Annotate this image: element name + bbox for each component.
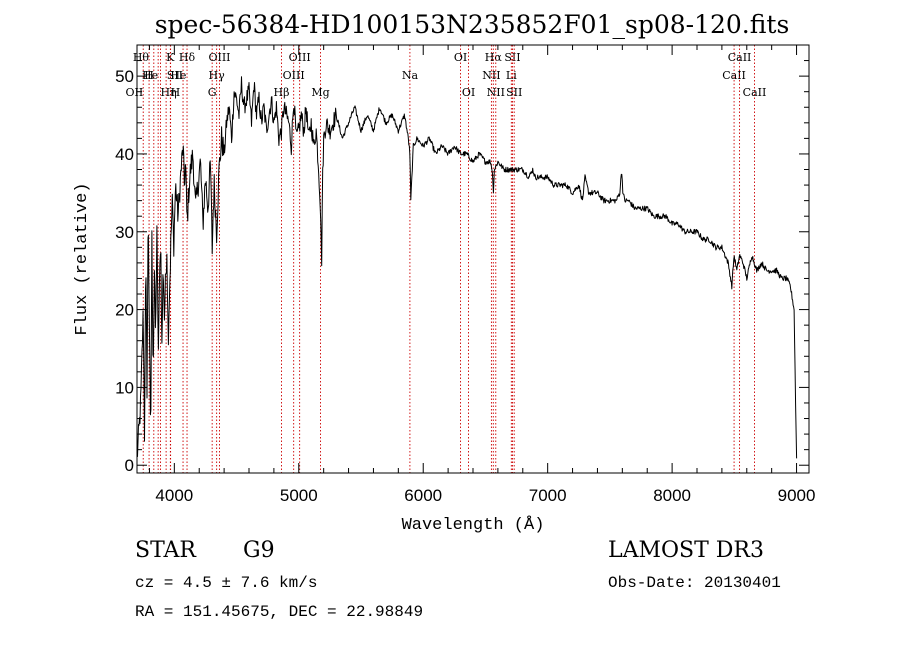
x-axis-label: Wavelength (Å) [402, 516, 545, 535]
spectrum-line-0 [136, 76, 798, 459]
y-tick-label: 10 [115, 378, 134, 397]
x-tick-label: 4000 [155, 486, 193, 505]
y-tick-label: 30 [115, 223, 134, 242]
y-tick-label: 0 [125, 456, 134, 475]
x-tick-label: 7000 [529, 486, 567, 505]
line-label-13: Hβ [274, 86, 290, 99]
line-label-27: CaII [728, 51, 752, 64]
x-tick-label: 5000 [280, 486, 318, 505]
line-label-10: G [208, 86, 217, 99]
line-label-23: Li [506, 69, 517, 82]
y-tick-label: 50 [115, 67, 134, 86]
object-class: STAR [135, 538, 196, 563]
line-label-9: Hδ [179, 51, 196, 64]
y-tick-label: 40 [115, 145, 134, 164]
line-label-11: Hγ [209, 69, 226, 82]
plot-axes: 4000 5000 6000 7000 8000 9000 0 10 20 30 40 50 [115, 44, 816, 505]
redshift-text: cz = 4.5 ± 7.6 km/s [135, 574, 318, 592]
y-tick-label: 20 [115, 301, 134, 320]
line-label-26: CaII [722, 69, 746, 82]
line-label-3: He [142, 69, 158, 82]
line-label-22: NII [487, 86, 505, 99]
line-label-19: OI [462, 86, 475, 99]
line-label-14: OIII [283, 69, 305, 82]
line-label-4: Hη [161, 86, 177, 99]
line-label-28: CaII [743, 86, 767, 99]
line-label-24: SII [504, 51, 520, 64]
line-label-21: Hα [485, 51, 503, 64]
line-label-1: Hθ [133, 51, 150, 64]
object-subclass: G9 [243, 538, 275, 563]
line-label-15: OIII [289, 51, 311, 64]
line-label-20: NII [482, 69, 500, 82]
x-tick-label: 8000 [653, 486, 691, 505]
chart-title: spec-56384-HD100153N235852F01_sp08-120.f… [155, 10, 790, 39]
line-label-0: OII [126, 86, 144, 99]
line-label-8: SII [167, 69, 183, 82]
spectrum-series [136, 76, 798, 459]
line-label-12: OIII [208, 51, 230, 64]
x-tick-label: 9000 [778, 486, 816, 505]
line-label-5: K [166, 51, 175, 64]
x-tick-label: 6000 [404, 486, 442, 505]
spectral-line-markers: OIIHθHHeHηKHHeSIIHδGHγOIIIHβOIIIOIIIMgNa… [126, 45, 767, 473]
survey-name: LAMOST DR3 [608, 538, 764, 563]
line-label-17: Na [402, 69, 419, 82]
line-label-6: H [171, 86, 181, 99]
obs-date-text: Obs-Date: 20130401 [608, 574, 781, 592]
line-label-2: H [144, 69, 154, 82]
line-label-16: Mg [311, 86, 329, 99]
line-label-25: SII [506, 86, 522, 99]
line-label-18: OI [454, 51, 467, 64]
y-axis-label: Flux (relative) [73, 182, 92, 335]
line-label-7: He [170, 69, 186, 82]
coordinates-text: RA = 151.45675, DEC = 22.98849 [135, 603, 424, 621]
